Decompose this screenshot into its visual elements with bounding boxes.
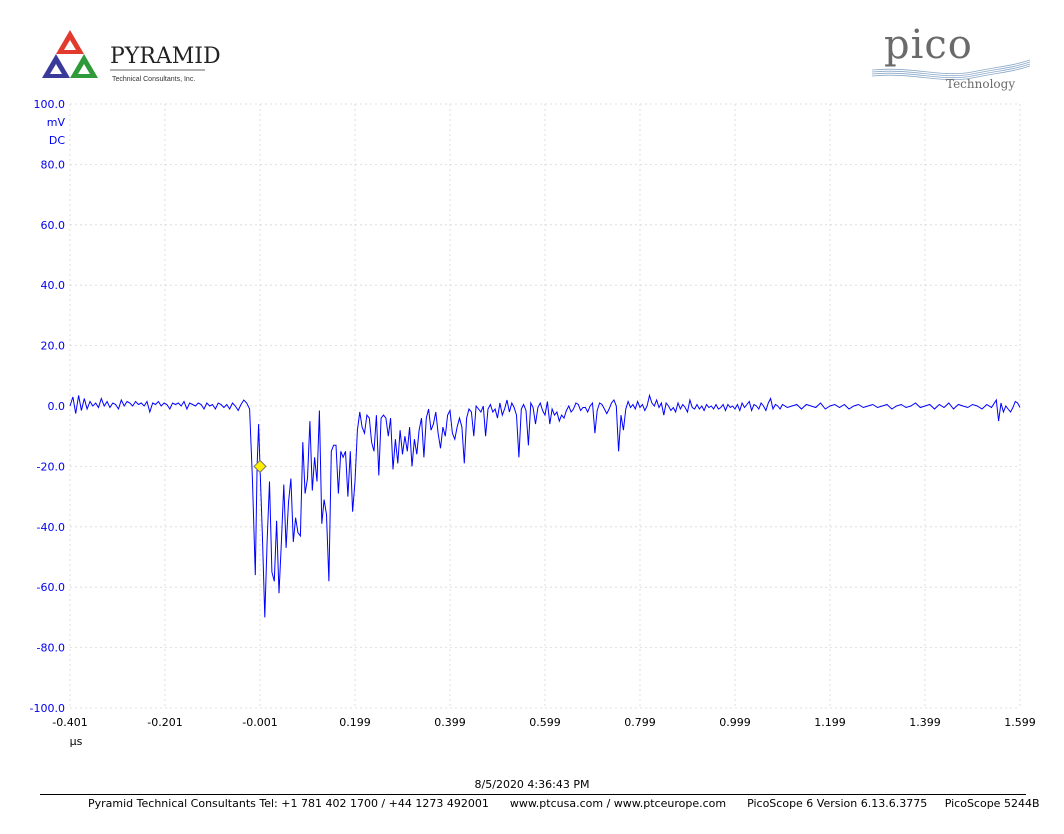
- x-tick-label: -0.001: [242, 716, 277, 729]
- pyramid-logo-tagline: Technical Consultants, Inc.: [112, 76, 195, 83]
- y-tick-label: -40.0: [37, 521, 65, 534]
- pyramid-logo-text: PYRAMID: [110, 44, 220, 69]
- y-tick-label: 20.0: [41, 340, 66, 353]
- x-axis-ticks: -0.401 -0.201 -0.001 0.199 0.399 0.599 0.799 0.…: [52, 716, 1035, 729]
- oscilloscope-chart: 100.0 80.0 60.0 40.0 20.0 0.0 -20.0 -40.0 -60.0 -…: [30, 98, 1036, 748]
- pyramid-logo: PYRAMID Technical Consultants, Inc.: [40, 26, 221, 90]
- y-tick-label: 80.0: [41, 158, 66, 171]
- y-tick-label: -80.0: [37, 642, 65, 655]
- y-tick-label: 60.0: [41, 219, 66, 232]
- y-axis-coupling: DC: [49, 134, 65, 147]
- x-tick-label: 1.599: [1004, 716, 1036, 729]
- pico-logo-text: pico: [884, 22, 973, 68]
- x-tick-label: 1.399: [909, 716, 941, 729]
- signal-trace: [69, 393, 1021, 618]
- y-tick-label: 0.0: [48, 400, 66, 413]
- trigger-marker-icon[interactable]: [253, 459, 267, 474]
- y-axis-ticks: 100.0 80.0 60.0 40.0 20.0 0.0 -20.0 -40.0 -60.0 -…: [30, 98, 65, 715]
- x-tick-label: -0.201: [147, 716, 182, 729]
- y-tick-label: 40.0: [41, 279, 66, 292]
- x-tick-label: 1.199: [814, 716, 846, 729]
- footer-divider: [40, 794, 1026, 795]
- footer-company: Pyramid Technical Consultants Tel: +1 78…: [88, 797, 489, 810]
- grid-lines: [69, 103, 1021, 709]
- x-axis-unit: µs: [70, 735, 83, 748]
- footer-date: 8/5/2020 4:36:43 PM: [474, 778, 590, 791]
- y-tick-label: -60.0: [37, 581, 65, 594]
- y-axis-unit: mV: [47, 116, 66, 129]
- x-tick-label: 0.799: [624, 716, 656, 729]
- x-tick-label: 0.599: [529, 716, 561, 729]
- y-tick-label: 100.0: [34, 98, 66, 111]
- sierpinski-triangle-icon: [42, 30, 98, 78]
- wave-lines-icon: [871, 59, 1031, 81]
- x-tick-label: 0.399: [434, 716, 466, 729]
- x-tick-label: -0.401: [52, 716, 87, 729]
- x-tick-label: 0.999: [719, 716, 751, 729]
- y-tick-label: -20.0: [37, 460, 65, 473]
- pico-logo: pico Technology: [871, 22, 1032, 94]
- footer-info: Pyramid Technical Consultants Tel: +1 78…: [88, 797, 1040, 810]
- footer-device: PicoScope 5244B: [944, 797, 1040, 810]
- footer-version: PicoScope 6 Version 6.13.6.3775: [747, 797, 928, 810]
- x-tick-label: 0.199: [339, 716, 371, 729]
- y-tick-label: -100.0: [30, 702, 65, 715]
- footer-web: www.ptcusa.com / www.ptceurope.com: [509, 797, 727, 810]
- pico-logo-tagline: Technology: [946, 77, 1015, 91]
